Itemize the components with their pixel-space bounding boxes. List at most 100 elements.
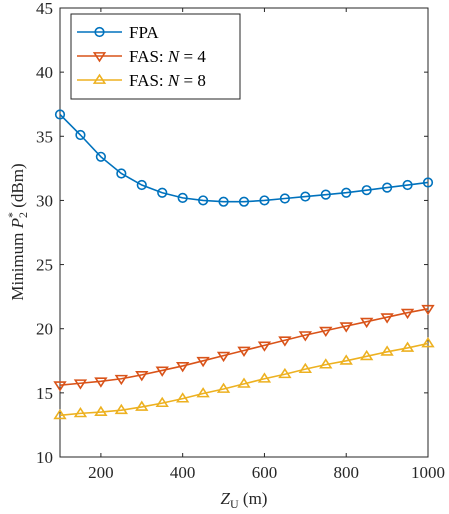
- legend-marker: [94, 26, 105, 38]
- data-point: [114, 374, 129, 386]
- y-axis-label-prefix: Minimum: [8, 228, 27, 300]
- y-axis-label-sub: 2: [16, 212, 30, 218]
- x-axis-label: ZU (m): [221, 489, 268, 511]
- y-tick-label: 45: [36, 0, 53, 18]
- data-point: [75, 129, 86, 141]
- legend-label: FAS: N = 8: [129, 71, 206, 90]
- data-point: [216, 351, 231, 363]
- data-point: [95, 151, 106, 162]
- data-point: [298, 362, 313, 374]
- legend-item: FAS: N = 8: [77, 71, 206, 90]
- x-axis-ticks: 200 400 600 800 1000: [88, 8, 445, 482]
- x-tick-label: 800: [333, 463, 359, 482]
- data-point: [135, 400, 149, 411]
- y-tick-label: 10: [36, 448, 53, 467]
- data-point: [175, 392, 190, 403]
- legend-label: FPA: [129, 23, 159, 42]
- data-point: [278, 336, 292, 347]
- series-1: [54, 109, 434, 207]
- y-tick-label: 20: [36, 320, 53, 339]
- legend-label-suffix: = 4: [179, 47, 206, 66]
- series-layer: [53, 109, 435, 420]
- data-point: [136, 179, 147, 191]
- data-point: [73, 379, 88, 390]
- data-point: [339, 354, 353, 365]
- x-tick-label: 200: [88, 463, 114, 482]
- y-tick-label: 30: [36, 191, 53, 210]
- data-point: [237, 346, 251, 357]
- data-point: [339, 322, 353, 333]
- data-point: [361, 185, 372, 196]
- legend-marker: [92, 52, 107, 63]
- series-3: [53, 337, 435, 420]
- data-point: [94, 405, 108, 417]
- data-point: [319, 358, 333, 369]
- y-tick-label: 35: [36, 127, 53, 146]
- data-point: [114, 403, 129, 415]
- data-point: [73, 406, 88, 418]
- data-point: [157, 187, 168, 198]
- legend-label-var: N: [167, 71, 181, 90]
- y-axis-label: Minimum P*2 (dBm): [5, 163, 30, 300]
- y-axis-label-main: P: [8, 218, 27, 229]
- data-point: [400, 341, 415, 352]
- data-point: [400, 308, 415, 320]
- legend-item: FAS: N = 4: [77, 47, 206, 66]
- data-point: [319, 326, 333, 338]
- data-point: [53, 408, 67, 420]
- x-tick-label: 400: [170, 463, 196, 482]
- data-point: [54, 109, 66, 120]
- data-point: [237, 377, 251, 388]
- data-point: [218, 196, 229, 207]
- legend-label-prefix: FAS:: [129, 47, 168, 66]
- data-point: [421, 304, 435, 316]
- data-point: [341, 187, 352, 198]
- series-line: [59, 113, 429, 203]
- y-tick-label: 15: [36, 384, 53, 403]
- data-point: [216, 382, 231, 393]
- legend-label-suffix: = 8: [179, 71, 206, 90]
- series-line: [59, 308, 429, 386]
- legend-item: FPA: [77, 23, 159, 42]
- data-point: [259, 195, 270, 206]
- legend-label-prefix: FAS:: [129, 71, 168, 90]
- y-axis-label-sup: *: [5, 212, 19, 218]
- data-point: [53, 381, 67, 392]
- data-point: [380, 313, 394, 324]
- x-tick-label: 1000: [411, 463, 445, 482]
- data-point: [380, 345, 394, 356]
- x-tick-label: 600: [252, 463, 278, 482]
- data-point: [320, 189, 331, 200]
- data-point: [198, 195, 209, 206]
- y-axis-ticks: 10 15 20 25 30 35 40 45: [36, 0, 428, 467]
- data-point: [177, 192, 188, 203]
- data-point: [382, 182, 393, 193]
- data-point: [175, 361, 190, 373]
- legend-label-var: N: [167, 47, 181, 66]
- data-point: [279, 193, 290, 204]
- data-point: [402, 179, 413, 191]
- x-axis-label-unit: (m): [239, 489, 268, 508]
- data-point: [257, 341, 272, 352]
- legend-label-prefix: FPA: [129, 23, 159, 42]
- data-point: [155, 396, 169, 408]
- x-axis-label-sub: U: [230, 497, 239, 511]
- legend-label: FAS: N = 4: [129, 47, 206, 66]
- data-point: [300, 191, 311, 202]
- series-2: [53, 304, 435, 392]
- data-point: [196, 387, 210, 398]
- data-point: [359, 349, 374, 361]
- data-point: [298, 331, 313, 342]
- data-point: [359, 317, 374, 329]
- data-point: [135, 370, 149, 382]
- series-line: [59, 342, 429, 417]
- data-point: [422, 177, 434, 188]
- data-point: [116, 168, 127, 179]
- y-axis-label-unit: (dBm): [8, 163, 27, 212]
- data-point: [155, 366, 169, 377]
- data-point: [421, 337, 435, 348]
- data-point: [94, 377, 108, 388]
